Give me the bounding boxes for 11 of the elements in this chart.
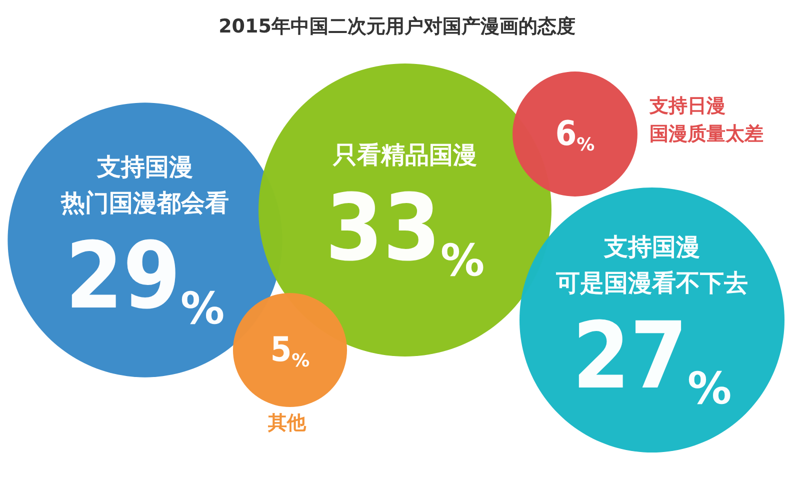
category-label: 其他 xyxy=(267,412,307,434)
category-label: 支持日漫国漫质量太差 xyxy=(648,95,764,145)
data-label: 6% xyxy=(555,114,595,156)
category-label: 支持国漫可是国漫看不下去 xyxy=(555,233,748,297)
category-label: 支持国漫热门国漫都会看 xyxy=(60,153,229,217)
data-label: 5% xyxy=(270,330,310,372)
category-label: 只看精品国漫 xyxy=(332,141,477,169)
data-label: 27% xyxy=(572,302,732,414)
text: 2015年中国二次元用户对国产漫画的态度 xyxy=(218,16,576,38)
data-label: 29% xyxy=(65,222,225,334)
data-label: 33% xyxy=(325,174,485,286)
